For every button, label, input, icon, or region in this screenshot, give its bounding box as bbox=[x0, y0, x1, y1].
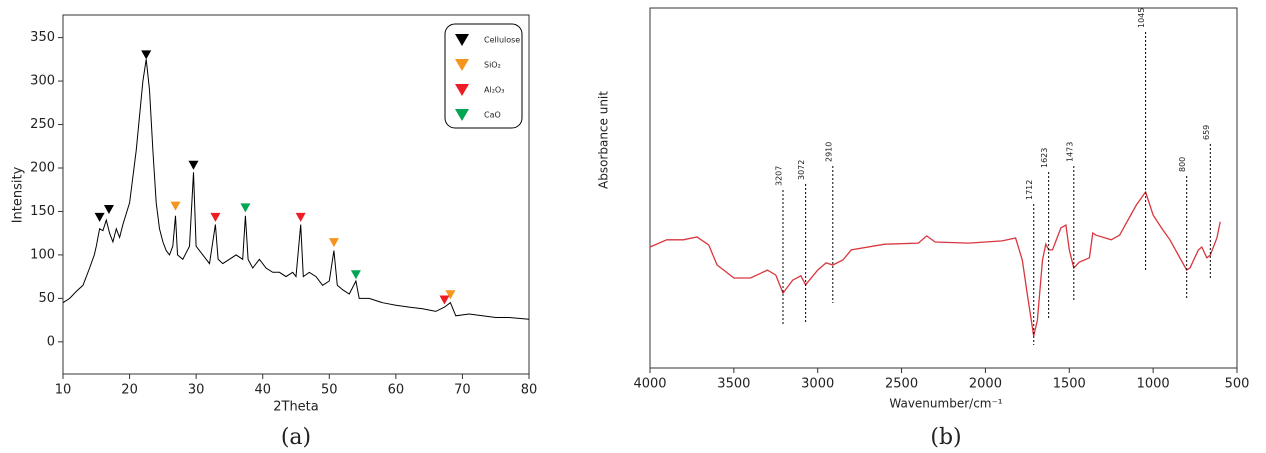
legend-label: Cellulose bbox=[484, 36, 520, 45]
phase-marker bbox=[240, 203, 251, 213]
x-axis-label: 2Theta bbox=[273, 400, 319, 415]
legend-marker bbox=[455, 84, 469, 96]
caption: (a) bbox=[281, 425, 311, 450]
x-tick-label: 1500 bbox=[1053, 377, 1086, 392]
y-tick-label: 50 bbox=[38, 291, 55, 306]
x-tick-label: 50 bbox=[321, 383, 338, 398]
x-tick-label: 30 bbox=[188, 383, 205, 398]
x-tick-label: 3000 bbox=[801, 377, 834, 392]
data-line bbox=[62, 59, 530, 320]
peak-label: 1712 bbox=[1025, 180, 1034, 200]
legend-marker bbox=[455, 59, 469, 71]
x-tick-label: 4000 bbox=[633, 377, 666, 392]
x-axis-label: Wavenumber/cm⁻¹ bbox=[889, 397, 1002, 411]
peak-label: 1473 bbox=[1065, 142, 1074, 162]
x-tick-label: 40 bbox=[254, 383, 271, 398]
x-tick-label: 500 bbox=[1225, 377, 1250, 392]
peak-label: 2910 bbox=[824, 142, 833, 162]
y-tick-label: 250 bbox=[30, 117, 55, 132]
phase-marker bbox=[439, 295, 450, 305]
legend-box bbox=[444, 23, 523, 129]
x-tick-label: 2500 bbox=[885, 377, 918, 392]
phase-marker bbox=[328, 238, 339, 248]
y-axis-label: Intensity bbox=[11, 166, 26, 223]
phase-marker bbox=[295, 212, 306, 222]
legend-label: Al₂O₃ bbox=[484, 86, 504, 95]
peak-label: 1045 bbox=[1137, 8, 1146, 28]
legend-marker bbox=[455, 109, 469, 121]
x-tick-label: 80 bbox=[521, 383, 538, 398]
y-tick-label: 350 bbox=[30, 30, 55, 45]
x-tick-label: 70 bbox=[454, 383, 471, 398]
y-tick-label: 100 bbox=[30, 247, 55, 262]
phase-marker bbox=[210, 212, 221, 222]
legend-marker bbox=[455, 34, 469, 46]
plot-frame-a bbox=[62, 14, 530, 375]
y-tick-label: 150 bbox=[30, 204, 55, 219]
phase-marker bbox=[94, 212, 105, 222]
y-tick-label: 0 bbox=[47, 334, 55, 349]
peak-label: 800 bbox=[1178, 157, 1187, 172]
peak-label: 1623 bbox=[1040, 148, 1049, 168]
x-tick-label: 1000 bbox=[1137, 377, 1170, 392]
peak-label: 3072 bbox=[797, 160, 806, 180]
y-axis-label: Absorbance unit bbox=[597, 91, 611, 189]
x-tick-label: 10 bbox=[55, 383, 72, 398]
y-tick-label: 200 bbox=[30, 160, 55, 175]
legend-label: SiO₂ bbox=[484, 61, 501, 70]
phase-marker bbox=[445, 290, 456, 300]
x-tick-label: 20 bbox=[121, 383, 138, 398]
peak-label: 3207 bbox=[774, 166, 783, 186]
legend-label: CaO bbox=[484, 111, 501, 120]
caption: (b) bbox=[930, 425, 961, 450]
phase-marker bbox=[350, 270, 361, 280]
phase-marker bbox=[141, 50, 152, 60]
x-tick-label: 2000 bbox=[969, 377, 1002, 392]
phase-marker bbox=[170, 201, 181, 211]
peak-label: 659 bbox=[1202, 125, 1211, 140]
data-line bbox=[649, 190, 1221, 337]
y-tick-label: 300 bbox=[30, 74, 55, 89]
plot-frame-b bbox=[649, 7, 1238, 369]
phase-marker bbox=[188, 160, 199, 170]
phase-marker bbox=[103, 205, 114, 215]
x-tick-label: 60 bbox=[388, 383, 405, 398]
x-tick-label: 3500 bbox=[717, 377, 750, 392]
